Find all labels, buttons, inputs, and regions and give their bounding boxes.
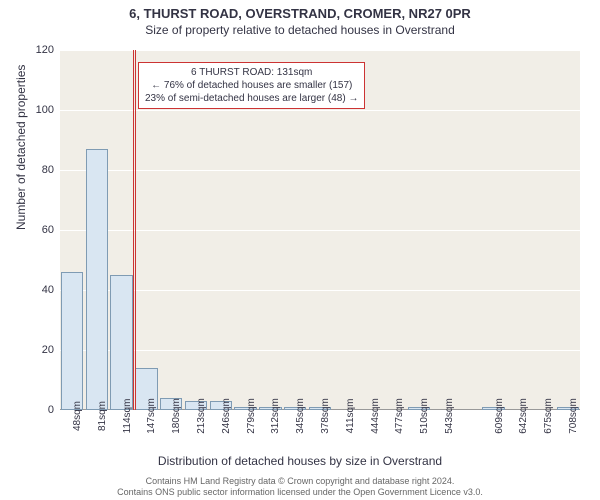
x-tick-label: 114sqm [122, 399, 133, 434]
x-tick-label: 180sqm [171, 398, 182, 434]
chart-title: 6, THURST ROAD, OVERSTRAND, CROMER, NR27… [0, 0, 600, 21]
x-tick-label: 510sqm [419, 398, 430, 434]
x-tick-label: 477sqm [394, 398, 405, 434]
x-axis-label: Distribution of detached houses by size … [0, 454, 600, 468]
annotation-line-2: ← 76% of detached houses are smaller (15… [145, 79, 358, 92]
footer-attribution: Contains HM Land Registry data © Crown c… [0, 476, 600, 498]
x-tick-label: 345sqm [295, 398, 306, 434]
annotation-box: 6 THURST ROAD: 131sqm← 76% of detached h… [138, 62, 365, 109]
gridline [60, 230, 580, 231]
annotation-line-3: 23% of semi-detached houses are larger (… [145, 92, 358, 105]
y-tick-label: 0 [48, 404, 54, 416]
x-tick-label: 411sqm [345, 399, 356, 434]
gridline [60, 170, 580, 171]
footer-line-2: Contains ONS public sector information l… [0, 487, 600, 498]
plot-area: 02040608010012048sqm81sqm114sqm147sqm180… [60, 50, 580, 410]
x-tick-label: 312sqm [270, 398, 281, 434]
reference-line [133, 50, 134, 410]
x-tick-label: 48sqm [72, 401, 83, 431]
histogram-bar [61, 272, 84, 410]
y-tick-label: 20 [42, 344, 54, 356]
y-tick-label: 40 [42, 284, 54, 296]
y-tick-label: 80 [42, 164, 54, 176]
x-tick-label: 147sqm [146, 398, 157, 434]
y-tick-label: 100 [36, 104, 54, 116]
x-tick-label: 708sqm [568, 398, 579, 434]
x-tick-label: 642sqm [518, 398, 529, 434]
gridline [60, 350, 580, 351]
x-tick-label: 444sqm [370, 398, 381, 434]
y-tick-label: 60 [42, 224, 54, 236]
chart-container: 6, THURST ROAD, OVERSTRAND, CROMER, NR27… [0, 0, 600, 500]
y-tick-label: 120 [36, 44, 54, 56]
reference-line [135, 50, 136, 410]
chart-subtitle: Size of property relative to detached ho… [0, 21, 600, 37]
x-tick-label: 378sqm [320, 398, 331, 434]
x-tick-label: 81sqm [97, 401, 108, 431]
x-tick-label: 543sqm [444, 398, 455, 434]
footer-line-1: Contains HM Land Registry data © Crown c… [0, 476, 600, 487]
gridline [60, 290, 580, 291]
x-tick-label: 279sqm [246, 398, 257, 434]
y-axis-label: Number of detached properties [14, 65, 28, 230]
gridline [60, 110, 580, 111]
x-tick-label: 213sqm [196, 398, 207, 434]
x-tick-label: 609sqm [494, 398, 505, 434]
x-tick-label: 246sqm [221, 398, 232, 434]
annotation-line-1: 6 THURST ROAD: 131sqm [145, 66, 358, 79]
x-tick-label: 675sqm [543, 398, 554, 434]
histogram-bar [86, 149, 109, 410]
histogram-bar [110, 275, 133, 410]
gridline [60, 50, 580, 51]
